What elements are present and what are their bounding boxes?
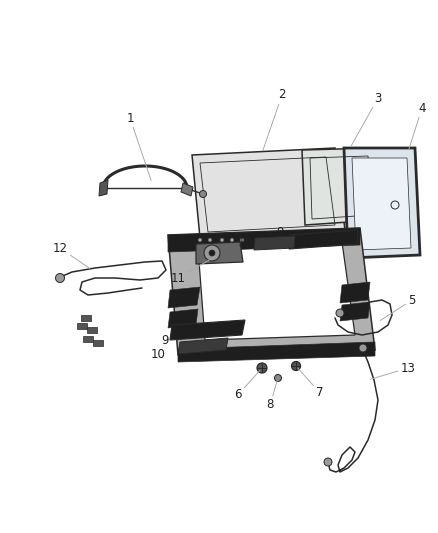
Polygon shape <box>340 302 370 321</box>
Text: 3: 3 <box>351 92 381 146</box>
Circle shape <box>336 309 344 317</box>
Polygon shape <box>168 228 375 355</box>
Text: 2: 2 <box>263 88 286 150</box>
Text: 6: 6 <box>234 370 260 401</box>
Circle shape <box>208 238 212 242</box>
Polygon shape <box>93 340 103 346</box>
Circle shape <box>209 250 215 256</box>
Circle shape <box>204 245 220 261</box>
Circle shape <box>230 238 234 242</box>
Text: 10: 10 <box>151 349 166 361</box>
Polygon shape <box>168 228 360 252</box>
Polygon shape <box>289 230 358 249</box>
Text: 13: 13 <box>371 361 415 379</box>
Circle shape <box>199 190 206 198</box>
Text: 9: 9 <box>276 225 284 238</box>
Circle shape <box>292 361 300 370</box>
Circle shape <box>220 238 224 242</box>
Polygon shape <box>181 183 193 196</box>
Text: 10: 10 <box>237 236 252 248</box>
Polygon shape <box>198 242 355 340</box>
Text: 8: 8 <box>266 381 277 411</box>
Text: 9: 9 <box>161 334 169 346</box>
Circle shape <box>240 238 244 242</box>
Polygon shape <box>352 158 411 250</box>
Polygon shape <box>344 148 420 258</box>
Circle shape <box>257 363 267 373</box>
Polygon shape <box>168 287 200 308</box>
Polygon shape <box>196 242 243 264</box>
Polygon shape <box>178 342 375 362</box>
Polygon shape <box>192 148 345 238</box>
Polygon shape <box>178 338 228 354</box>
Polygon shape <box>254 236 295 250</box>
Text: 4: 4 <box>409 101 426 149</box>
Text: 1: 1 <box>126 111 151 180</box>
Polygon shape <box>81 315 91 321</box>
Circle shape <box>275 375 282 382</box>
Circle shape <box>198 238 202 242</box>
Circle shape <box>56 273 64 282</box>
Circle shape <box>324 458 332 466</box>
Polygon shape <box>170 320 245 340</box>
Text: 12: 12 <box>53 241 90 269</box>
Polygon shape <box>77 323 87 329</box>
Polygon shape <box>168 309 198 328</box>
Polygon shape <box>99 180 108 196</box>
Polygon shape <box>302 148 378 225</box>
Text: 11: 11 <box>170 256 215 285</box>
Polygon shape <box>340 282 370 303</box>
Text: 5: 5 <box>380 294 416 320</box>
Polygon shape <box>83 336 93 342</box>
Polygon shape <box>87 327 97 333</box>
Circle shape <box>359 344 367 352</box>
Text: 7: 7 <box>298 368 324 400</box>
